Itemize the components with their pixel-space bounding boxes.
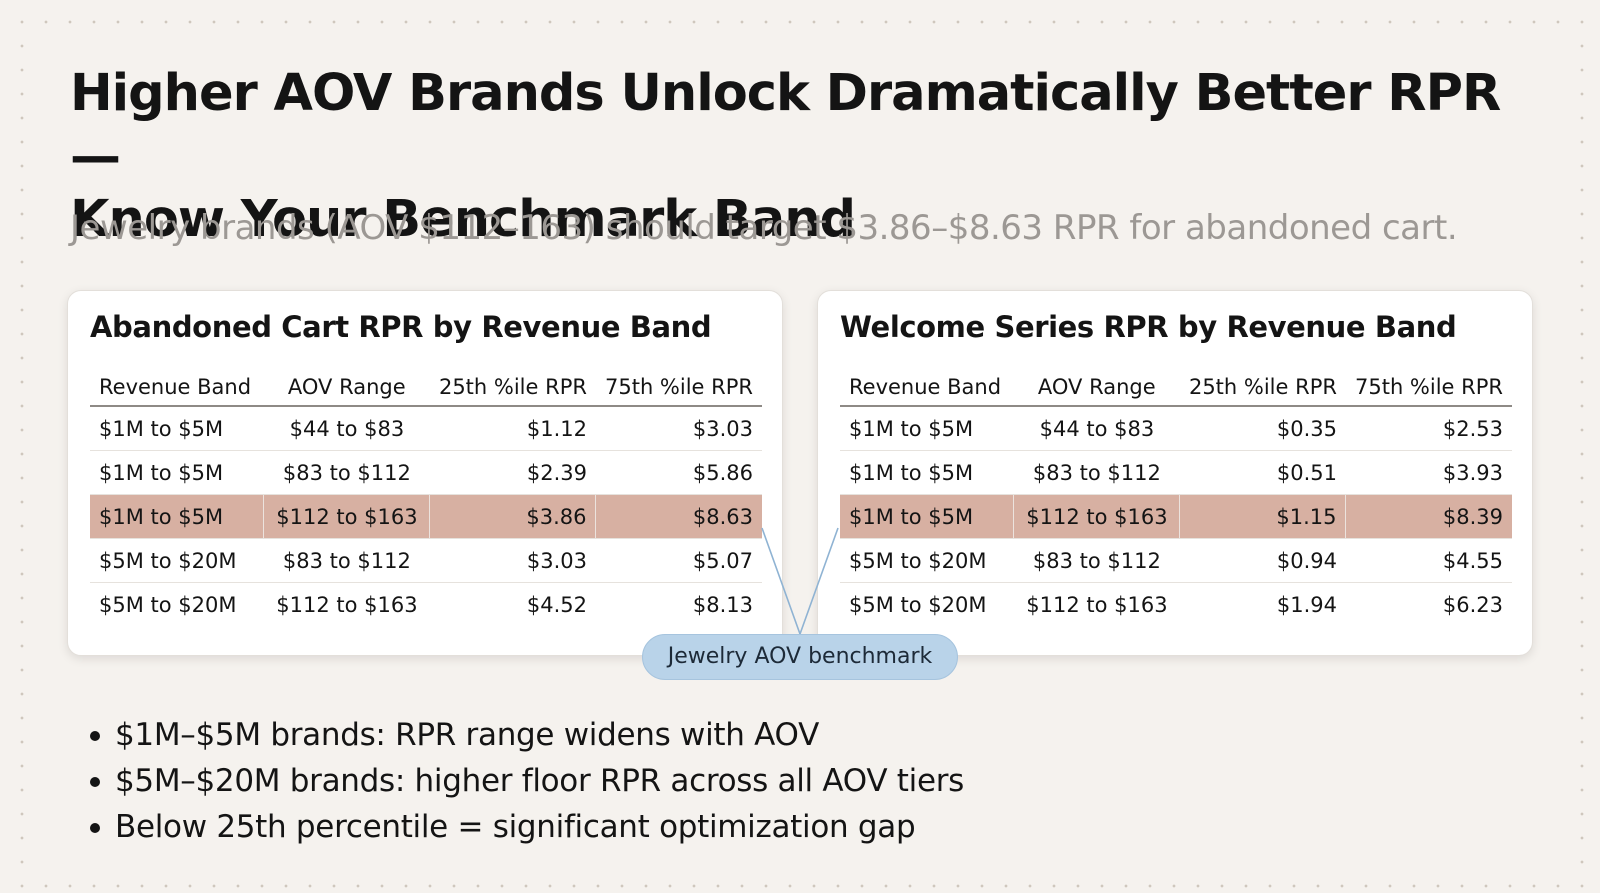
column-header-75th-rpr: 75th %ile RPR	[595, 369, 762, 407]
cell-revenue-band: $1M to $5M	[90, 406, 264, 451]
column-header-revenue-band: Revenue Band	[840, 369, 1014, 407]
cell-aov-range: $112 to $163	[276, 592, 418, 617]
cell-revenue-band: $1M to $5M	[90, 494, 264, 539]
cell-aov-range: $83 to $112	[263, 538, 430, 583]
table-row: $5M to $20M $83 to $112 $0.94 $4.55	[840, 538, 1512, 583]
cell-25th-rpr: $1.15	[1179, 494, 1346, 539]
table-row: $5M to $20M $83 to $112 $3.03 $5.07	[90, 538, 762, 583]
abandoned-cart-table: Revenue Band AOV Range 25th %ile RPR 75t…	[90, 369, 762, 626]
list-item: $1M–$5M brands: RPR range widens with AO…	[86, 712, 964, 758]
table-row: $1M to $5M $83 to $112 $2.39 $5.86	[90, 450, 762, 495]
cell-25th-rpr: $2.39	[429, 450, 596, 495]
cell-75th-rpr: $5.86	[595, 450, 762, 495]
column-header-revenue-band: Revenue Band	[90, 369, 264, 407]
cell-aov-range: $83 to $112	[1013, 450, 1180, 495]
cell-revenue-band: $1M to $5M	[840, 406, 1014, 451]
table-row: $5M to $20M $112 to $163 $4.52 $8.13	[90, 583, 762, 627]
column-header-aov-range: AOV Range	[1013, 369, 1180, 407]
cell-revenue-band: $5M to $20M	[99, 592, 237, 617]
welcome-series-card: Welcome Series RPR by Revenue Band Reven…	[817, 290, 1533, 656]
cell-revenue-band: $5M to $20M	[90, 538, 264, 583]
cell-75th-rpr: $3.03	[595, 406, 762, 451]
table-header-row: Revenue Band AOV Range 25th %ile RPR 75t…	[840, 369, 1512, 407]
cell-aov-range: $112 to $163	[1013, 494, 1180, 539]
list-item: $5M–$20M brands: higher floor RPR across…	[86, 758, 964, 804]
table-header-row: Revenue Band AOV Range 25th %ile RPR 75t…	[90, 369, 762, 407]
cell-25th-rpr: $0.51	[1179, 450, 1346, 495]
cell-aov-range: $44 to $83	[1013, 406, 1180, 451]
slide-title-line-1: Higher AOV Brands Unlock Dramatically Be…	[70, 64, 1501, 186]
cell-revenue-band: $1M to $5M	[90, 450, 264, 495]
column-header-25th-rpr: 25th %ile RPR	[429, 369, 596, 407]
cell-75th-rpr: $8.13	[692, 592, 753, 617]
cell-revenue-band: $1M to $5M	[840, 450, 1014, 495]
cell-75th-rpr: $4.55	[1345, 538, 1512, 583]
cell-revenue-band: $5M to $20M	[840, 538, 1014, 583]
welcome-series-table: Revenue Band AOV Range 25th %ile RPR 75t…	[840, 369, 1512, 626]
column-header-25th-rpr: 25th %ile RPR	[1179, 369, 1346, 407]
cell-aov-range: $112 to $163	[263, 494, 430, 539]
abandoned-cart-card: Abandoned Cart RPR by Revenue Band Reven…	[67, 290, 783, 656]
table-row: $1M to $5M $44 to $83 $1.12 $3.03	[90, 406, 762, 451]
cell-aov-range: $83 to $112	[1013, 538, 1180, 583]
cell-25th-rpr: $4.52	[526, 592, 587, 617]
table-row: $1M to $5M $83 to $112 $0.51 $3.93	[840, 450, 1512, 495]
cell-75th-rpr: $8.39	[1345, 494, 1512, 539]
list-item: Below 25th percentile = significant opti…	[86, 804, 964, 850]
cell-aov-range: $83 to $112	[263, 450, 430, 495]
table-row: $1M to $5M $44 to $83 $0.35 $2.53	[840, 406, 1512, 451]
table-row: $5M to $20M $112 to $163 $1.94 $6.23	[840, 583, 1512, 627]
cell-25th-rpr: $3.86	[429, 494, 596, 539]
column-header-aov-range: AOV Range	[263, 369, 430, 407]
cell-25th-rpr: $1.12	[429, 406, 596, 451]
slide-title: Higher AOV Brands Unlock Dramatically Be…	[70, 62, 1550, 251]
welcome-series-table-title: Welcome Series RPR by Revenue Band	[840, 310, 1457, 344]
cell-75th-rpr: $3.93	[1345, 450, 1512, 495]
slide-title-line-2: Know Your Benchmark Band	[70, 190, 856, 249]
table-row-highlighted: $1M to $5M $112 to $163 $3.86 $8.63	[90, 494, 762, 539]
abandoned-cart-table-title: Abandoned Cart RPR by Revenue Band	[90, 310, 712, 344]
table-row-highlighted: $1M to $5M $112 to $163 $1.15 $8.39	[840, 494, 1512, 539]
cell-revenue-band: $5M to $20M	[849, 592, 987, 617]
cell-25th-rpr: $0.94	[1179, 538, 1346, 583]
column-header-75th-rpr: 75th %ile RPR	[1345, 369, 1512, 407]
key-takeaways-list: $1M–$5M brands: RPR range widens with AO…	[86, 712, 964, 850]
cell-aov-range: $44 to $83	[263, 406, 430, 451]
cell-75th-rpr: $2.53	[1345, 406, 1512, 451]
cell-25th-rpr: $0.35	[1179, 406, 1346, 451]
jewelry-aov-callout: Jewelry AOV benchmark	[642, 634, 958, 680]
cell-revenue-band: $1M to $5M	[840, 494, 1014, 539]
cell-75th-rpr: $8.63	[595, 494, 762, 539]
cell-75th-rpr: $5.07	[595, 538, 762, 583]
cell-25th-rpr: $1.94	[1276, 592, 1337, 617]
cell-75th-rpr: $6.23	[1442, 592, 1503, 617]
cell-aov-range: $112 to $163	[1026, 592, 1168, 617]
slide-subtitle: Jewelry brands (AOV $112–163) should tar…	[70, 208, 1458, 248]
cell-25th-rpr: $3.03	[429, 538, 596, 583]
